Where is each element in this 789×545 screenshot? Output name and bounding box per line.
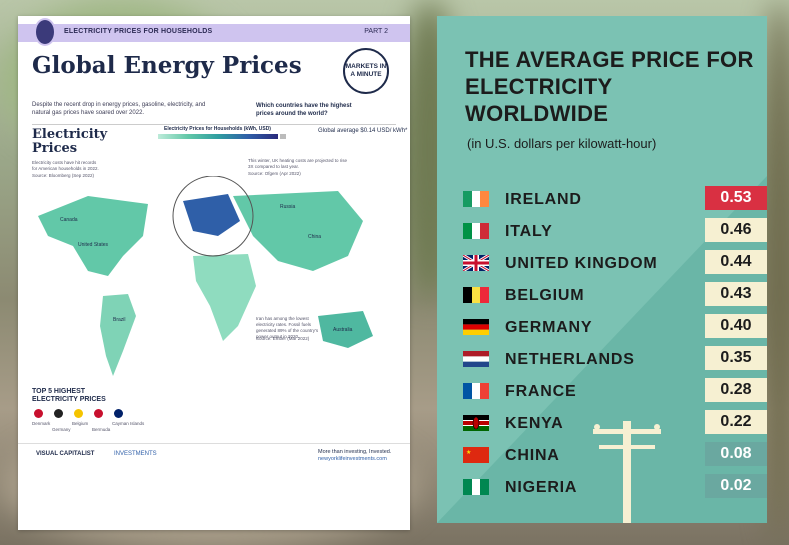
iran-source: Source: Ember (Mar 2022) [256,336,310,341]
top5-item: Belgium [72,421,89,426]
top5-item: Bermuda [92,427,111,432]
europe-magnifier [172,176,254,257]
country-label: IRELAND [505,191,582,208]
investments-logo: INVESTMENTS [114,451,157,457]
belgium-flag-icon [463,287,489,303]
visual-capitalist-logo: VISUAL CAPITALIST [36,451,95,457]
price-value-label: 0.28 [705,378,767,402]
section-title: Electricity Prices [32,127,108,156]
country-label: BELGIUM [505,287,585,304]
iran-note: Iran has among the lowest electricity ra… [256,316,319,339]
tagline: More than investing, Invested. newyorkli… [318,449,391,463]
europe-shape [183,194,240,236]
france-flag-icon [463,383,489,399]
price-row: UNITED KINGDOM 0.44 [463,250,767,276]
country-label: UNITED KINGDOM [505,255,658,272]
top5-item: Cayman Islands [112,421,145,426]
denmark-flag-icon [34,409,43,418]
asia-shape [233,191,363,271]
price-row: BELGIUM 0.43 [463,282,767,308]
price-row: ★ CHINA 0.08 [463,442,767,468]
section-source: Source: Bloomberg (Sep 2022) [32,173,95,178]
map-label-canada: Canada [60,217,78,223]
price-value-label: 0.43 [705,282,767,306]
panel-title: THE AVERAGE PRICE FOR ELECTRICITY WORLDW… [465,47,754,126]
lightbulb-icon [34,18,56,46]
tagline-url[interactable]: newyorklifeinvestments.com [318,456,387,462]
tagline-text: More than investing, Invested. [318,449,392,455]
price-value-label: 0.46 [705,218,767,242]
map-label-brazil: Brazil [113,317,126,323]
color-legend [158,134,278,139]
china-flag-icon: ★ [463,447,489,463]
south-america-shape [100,294,136,376]
banner-label: ELECTRICITY PRICES FOR HOUSEHOLDS [64,28,213,35]
question-text: Which countries have the highest prices … [256,103,352,117]
section-note: Electricity costs have hit records for A… [32,160,99,171]
svg-text:★: ★ [466,449,471,456]
price-row: KENYA 0.22 [463,410,767,436]
bermuda-flag-icon [94,409,103,418]
country-label: CHINA [505,447,560,464]
infographic-sheet: ELECTRICITY PRICES FOR HOUSEHOLDS PART 2… [18,16,410,530]
divider [32,124,396,125]
uk-source: Source: Ofgem (Apr 2022) [248,171,301,176]
germany-flag-icon [54,409,63,418]
cayman-flag-icon [114,409,123,418]
no-data-swatch [280,134,286,139]
kenya-flag-icon [463,415,489,431]
price-ranking-panel: THE AVERAGE PRICE FOR ELECTRICITY WORLDW… [437,16,767,523]
north-america-shape [38,196,148,276]
price-value-label: 0.40 [705,314,767,338]
legend-title: Electricity Prices for Households (kWh, … [164,126,271,132]
world-map: Canada United States Brazil Russia China… [38,176,373,376]
map-label-australia: Australia [333,327,353,333]
germany-flag-icon [463,319,489,335]
markets-in-a-minute-logo: MARKETS IN A MINUTE [343,48,389,94]
belgium-flag-icon [74,409,83,418]
map-label-united-states: United States [78,242,109,248]
power-pole-icon [593,421,661,523]
country-label: FRANCE [505,383,577,400]
australia-shape [318,311,373,348]
uk-note: This winter, UK heating costs are projec… [248,158,348,169]
price-row: FRANCE 0.28 [463,378,767,404]
map-label-russia: Russia [280,204,296,210]
country-label: GERMANY [505,319,593,336]
top5-title: TOP 5 HIGHEST ELECTRICITY PRICES [32,388,106,403]
country-label: NETHERLANDS [505,351,635,368]
global-average: Global average $0.14 USD/ kWh* [318,128,408,134]
header-banner: ELECTRICITY PRICES FOR HOUSEHOLDS PART 2 [18,24,410,42]
netherlands-flag-icon [463,351,489,367]
top5-item: Denmark [32,421,51,426]
infographic-title: Global Energy Prices [32,52,302,79]
price-row: NIGERIA 0.02 [463,474,767,500]
price-row: GERMANY 0.40 [463,314,767,340]
price-value-label: 0.08 [705,442,767,466]
italy-flag-icon [463,223,489,239]
nigeria-flag-icon [463,479,489,495]
part-label: PART 2 [364,28,388,35]
price-row: NETHERLANDS 0.35 [463,346,767,372]
uk-flag-icon [463,255,489,271]
top5-item: Germany [52,427,71,432]
price-value-label: 0.22 [705,410,767,434]
intro-text: Despite the recent drop in energy prices… [32,102,206,116]
footer-divider [18,443,410,444]
ireland-flag-icon [463,191,489,207]
price-row: ITALY 0.46 [463,218,767,244]
price-value-label: 0.53 [705,186,767,210]
country-label: ITALY [505,223,553,240]
country-label: NIGERIA [505,479,578,496]
price-row: IRELAND 0.53 [463,186,767,212]
price-value-label: 0.35 [705,346,767,370]
panel-subtitle: (in U.S. dollars per kilowatt-hour) [467,136,657,151]
country-label: KENYA [505,415,564,432]
price-value-label: 0.02 [705,474,767,498]
africa-shape [193,254,256,341]
map-label-china: China [308,234,321,240]
price-value-label: 0.44 [705,250,767,274]
